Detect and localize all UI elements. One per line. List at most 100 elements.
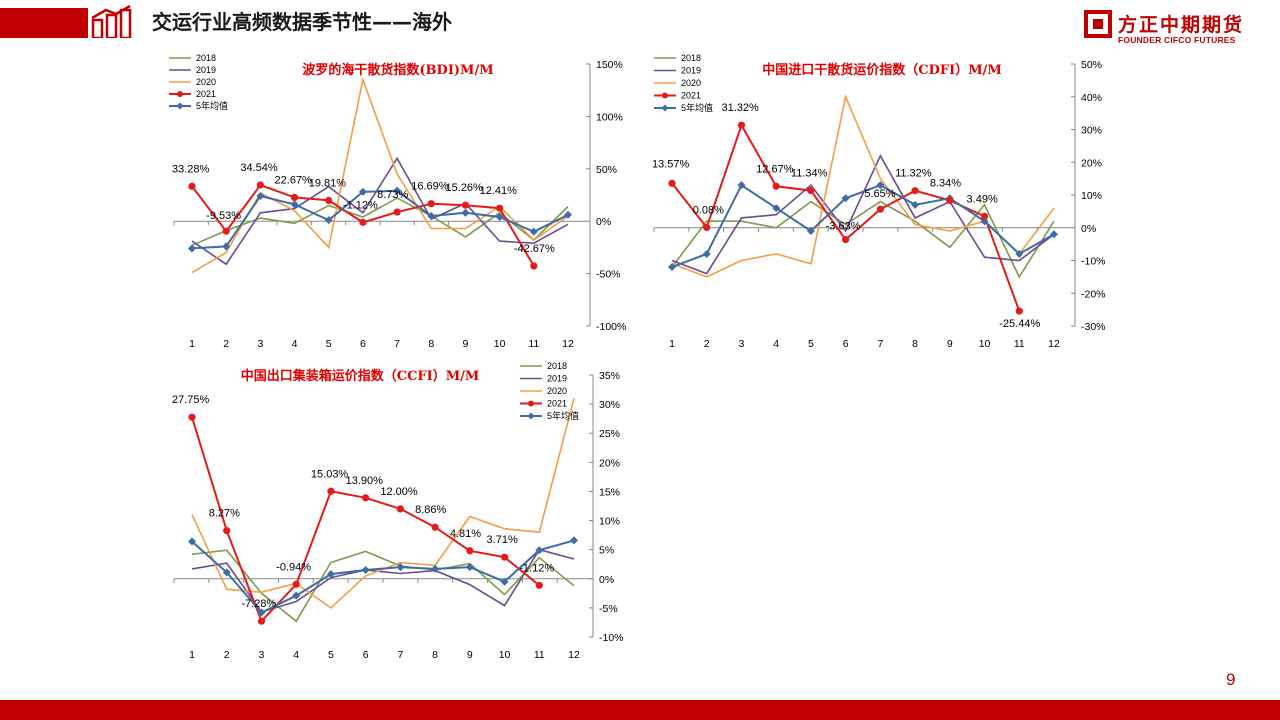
- point-2021: [188, 413, 196, 421]
- point-2021: [500, 553, 509, 561]
- data-label-2021: 8.86%: [415, 504, 446, 516]
- point-2021: [461, 201, 470, 209]
- data-label-2021: 12.67%: [756, 163, 794, 175]
- legend-label-2021: 2021: [681, 91, 701, 101]
- point-avg: [876, 181, 885, 190]
- x-tick-label: 12: [568, 649, 580, 661]
- founder-logo-icon: [1084, 10, 1112, 38]
- y-tick-label: -50%: [596, 269, 621, 281]
- legend-label-2018: 2018: [547, 361, 567, 371]
- data-label-2021: 13.57%: [652, 158, 690, 170]
- data-label-2021: 13.90%: [346, 475, 384, 487]
- x-tick-label: 11: [534, 649, 545, 661]
- point-avg: [396, 563, 405, 572]
- point-avg: [465, 563, 474, 572]
- x-tick-label: 1: [669, 338, 675, 350]
- x-tick-label: 2: [223, 338, 229, 350]
- legend-marker-2021: [177, 91, 183, 97]
- data-label-2021: 34.54%: [240, 162, 278, 174]
- x-tick-label: 1: [189, 649, 195, 661]
- x-tick-label: 9: [463, 338, 469, 350]
- y-tick-label: 50%: [596, 164, 617, 176]
- y-tick-label: -10%: [1081, 256, 1106, 268]
- x-tick-label: 2: [704, 338, 710, 350]
- data-label-2021: 5.65%: [864, 188, 895, 200]
- x-tick-label: 11: [528, 338, 539, 350]
- series-line-avg: [671, 183, 1055, 269]
- point-avg: [427, 211, 436, 220]
- legend-label-avg: 5年均值: [196, 100, 228, 111]
- y-tick-label: 100%: [596, 111, 623, 123]
- x-tick-label: 2: [224, 649, 230, 661]
- x-tick-label: 10: [494, 338, 506, 350]
- data-label-2021: 31.32%: [721, 102, 759, 114]
- data-label-2021: 33.28%: [172, 163, 210, 175]
- x-tick-label: 8: [912, 338, 918, 350]
- point-2021: [427, 200, 435, 208]
- point-avg: [564, 210, 572, 219]
- data-label-2021: 12.41%: [480, 185, 518, 197]
- chart-title: 中国出口集装箱运价指数（CCFI）M/M: [241, 368, 480, 384]
- point-2021: [703, 223, 711, 232]
- point-2021: [530, 262, 538, 270]
- y-tick-label: 0%: [599, 574, 614, 586]
- x-tick-label: 1: [189, 338, 195, 350]
- brand-name-cn: 方正中期期货: [1118, 14, 1245, 36]
- y-tick-label: -20%: [1081, 288, 1106, 300]
- point-2021: [290, 193, 299, 202]
- legend-label-2021: 2021: [547, 399, 567, 409]
- legend-label-2021: 2021: [196, 89, 216, 99]
- point-avg: [500, 577, 509, 586]
- point-2021: [842, 236, 850, 244]
- point-avg: [222, 242, 231, 251]
- chart-title: 波罗的海干散货指数(BDI)M/M: [302, 62, 493, 78]
- x-tick-label: 5: [808, 338, 814, 350]
- point-2021: [496, 204, 504, 212]
- x-tick-label: 3: [257, 338, 263, 350]
- data-label-2021: -25.44%: [999, 318, 1040, 330]
- point-2021: [980, 212, 989, 220]
- y-tick-label: -10%: [599, 632, 624, 644]
- point-avg: [841, 194, 850, 203]
- y-tick-label: 40%: [1081, 92, 1102, 104]
- legend-label-2019: 2019: [196, 65, 216, 75]
- point-avg: [1050, 230, 1058, 239]
- point-2021: [325, 196, 333, 205]
- series-line-avg: [191, 539, 575, 614]
- point-2021: [911, 187, 919, 195]
- data-label-2021: 8.34%: [930, 177, 961, 189]
- legend-marker-avg: [176, 102, 184, 110]
- legend-label-2020: 2020: [547, 386, 567, 396]
- point-2021: [393, 208, 401, 216]
- point-avg: [461, 208, 470, 217]
- point-avg: [257, 608, 266, 617]
- point-2021: [737, 121, 746, 129]
- x-tick-label: 11: [1014, 338, 1025, 350]
- point-avg: [911, 200, 920, 209]
- series-line-2020: [191, 76, 569, 274]
- x-tick-label: 9: [467, 649, 473, 661]
- data-label-2021: 8.27%: [209, 508, 240, 520]
- y-tick-label: 0%: [596, 216, 611, 228]
- y-tick-label: 30%: [599, 399, 620, 411]
- point-avg: [256, 192, 265, 201]
- brand-name-en: FOUNDER CIFCO FUTURES: [1118, 35, 1236, 45]
- y-tick-label: 15%: [599, 486, 620, 498]
- y-tick-label: 10%: [1081, 190, 1102, 202]
- header-accent: [0, 0, 140, 38]
- rising-bars-icon: [91, 4, 132, 38]
- y-tick-label: 20%: [1081, 157, 1102, 169]
- data-label-2021: 3.49%: [967, 193, 998, 205]
- data-label-2021: 12.00%: [380, 486, 418, 498]
- data-label-2021: -9.53%: [206, 210, 241, 222]
- data-label-2021: -42.67%: [514, 243, 555, 255]
- data-label-2021: 8.73%: [377, 189, 408, 201]
- y-tick-label: 25%: [599, 428, 620, 440]
- series-line-avg: [191, 189, 569, 250]
- point-2021: [535, 581, 543, 589]
- x-tick-label: 5: [326, 338, 332, 350]
- point-avg: [393, 186, 402, 195]
- brand-logo: 方正中期期货 FOUNDER CIFCO FUTURES: [1078, 8, 1258, 48]
- legend-label-2020: 2020: [196, 77, 216, 87]
- page-title: 交运行业高频数据季节性——海外: [152, 10, 452, 34]
